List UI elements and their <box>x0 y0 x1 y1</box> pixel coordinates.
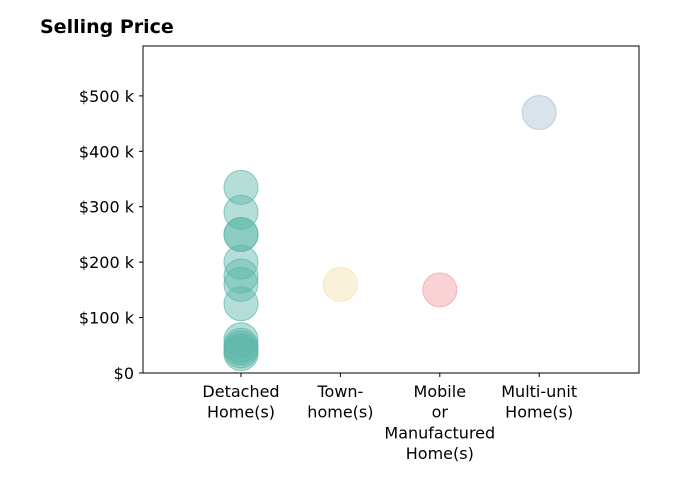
points-layer <box>223 95 557 372</box>
data-point <box>422 272 458 308</box>
y-tick-label: $100 k <box>79 309 135 328</box>
y-tick-label: $200 k <box>79 253 135 272</box>
y-axis: $0 $100 k $200 k $300 k $400 k $500 k <box>79 87 143 383</box>
x-tick-label: Detached Home(s) <box>202 382 279 422</box>
x-axis: Detached Home(s) Town-home(s) Mobile or Manuf… <box>202 373 577 463</box>
x-tick-label: Multi-unit Home(s) <box>501 382 577 422</box>
data-point <box>223 244 259 280</box>
y-tick-label: $300 k <box>79 198 135 217</box>
data-point <box>223 169 259 205</box>
data-point <box>223 286 259 322</box>
y-tick-label: $500 k <box>79 87 135 106</box>
x-tick-label: Mobile or Manufactured Home(s) <box>384 382 495 463</box>
y-tick-label: $400 k <box>79 142 135 161</box>
x-tick-label: Town-home(s) <box>307 382 373 422</box>
data-point <box>223 322 259 358</box>
chart-title: Selling Price <box>40 16 174 38</box>
plot-frame <box>142 45 640 374</box>
data-point <box>223 266 259 302</box>
data-point <box>521 95 557 131</box>
data-point <box>322 266 358 302</box>
data-point <box>223 258 259 294</box>
data-point <box>223 216 259 252</box>
data-point <box>223 194 259 230</box>
y-tick-label: $0 <box>114 364 134 383</box>
data-point <box>223 336 259 372</box>
